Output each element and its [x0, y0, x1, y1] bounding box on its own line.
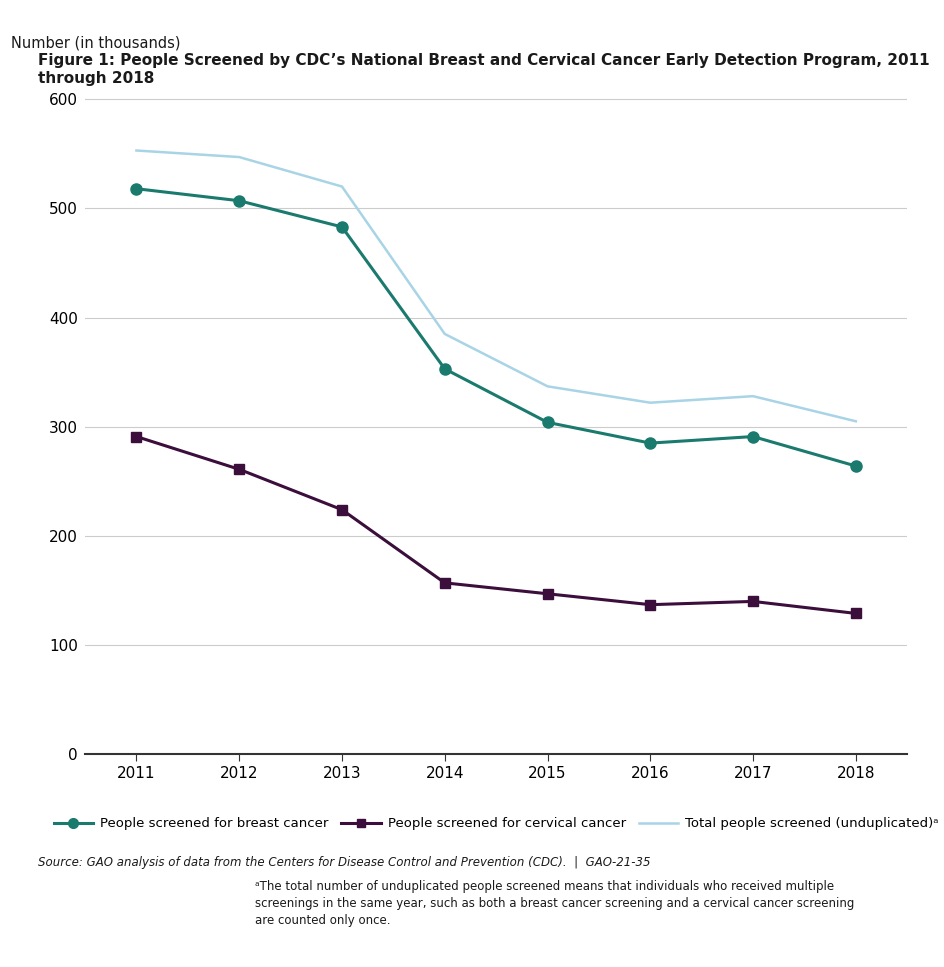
Text: Figure 1: People Screened by CDC’s National Breast and Cervical Cancer Early Det: Figure 1: People Screened by CDC’s Natio…	[38, 53, 929, 86]
Legend: People screened for breast cancer, People screened for cervical cancer, Total pe: People screened for breast cancer, Peopl…	[48, 812, 943, 835]
Text: Source: GAO analysis of data from the Centers for Disease Control and Prevention: Source: GAO analysis of data from the Ce…	[38, 856, 649, 868]
Text: Number (in thousands): Number (in thousands)	[11, 35, 180, 50]
Text: ᵃThe total number of unduplicated people screened means that individuals who rec: ᵃThe total number of unduplicated people…	[255, 880, 853, 927]
